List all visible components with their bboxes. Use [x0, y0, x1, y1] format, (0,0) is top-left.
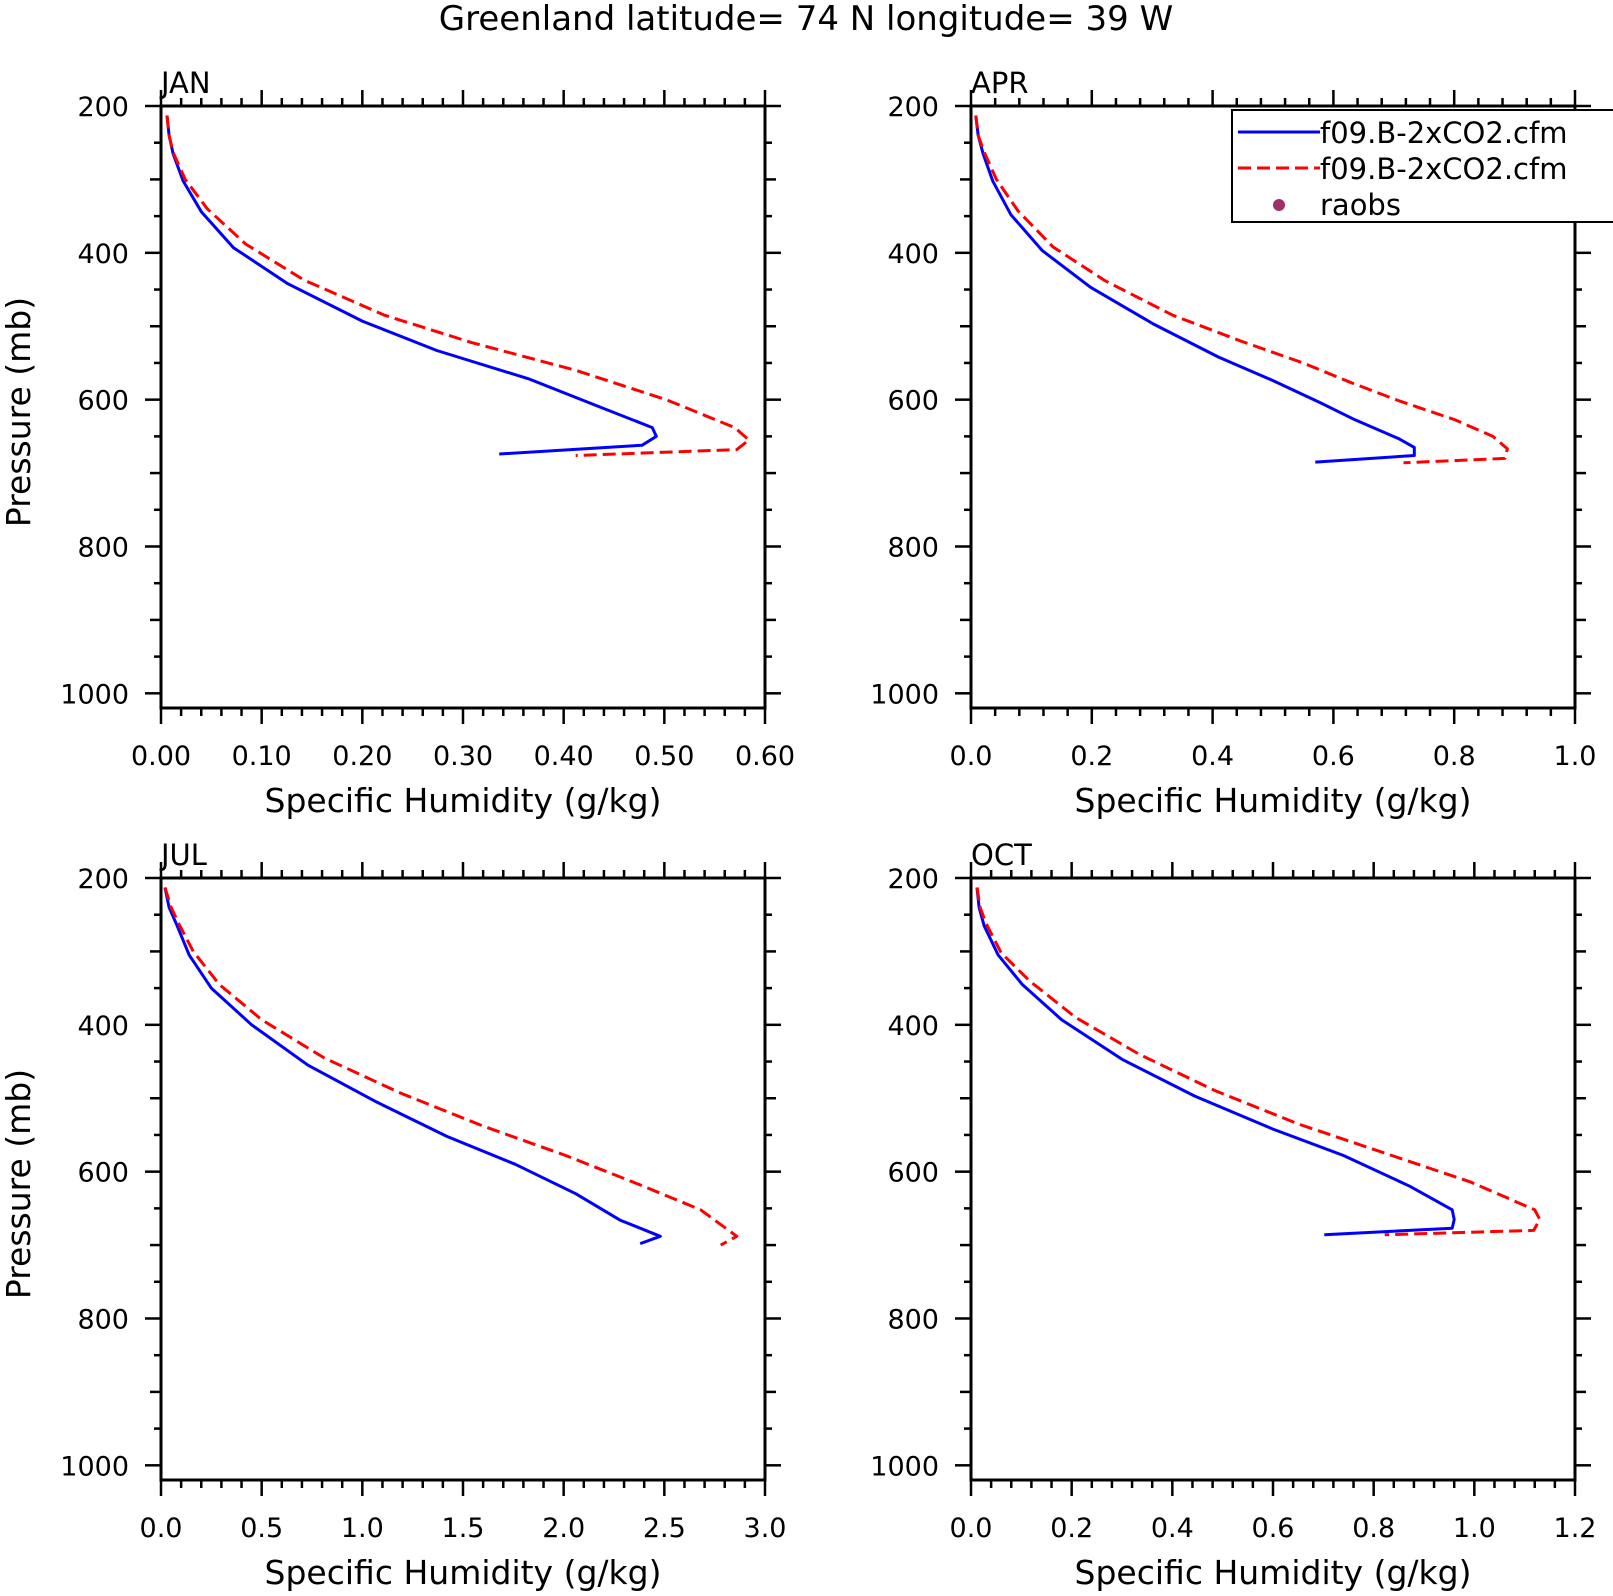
panel-title: JAN	[159, 66, 211, 100]
panel-jul: JUL 200 400 600 800 1000 0.0 0.5 1.0 1.5 2.0 2.5 3.0…	[0, 838, 786, 1592]
x-axis-label: Specific Humidity (g/kg)	[265, 1553, 662, 1592]
y-tick-label: 400	[887, 1011, 939, 1042]
panel-title: JUL	[159, 838, 207, 872]
y-tick-label: 800	[77, 532, 129, 563]
x-tick-label: 0.20	[332, 741, 392, 772]
y-tick-label: 400	[77, 1011, 129, 1042]
legend-marker-raobs	[1273, 199, 1285, 211]
x-tick-label: 0.0	[950, 1513, 993, 1544]
x-tick-label: 0.50	[634, 741, 694, 772]
series-line-solid	[163, 887, 662, 1246]
x-tick-label: 0.0	[950, 741, 993, 772]
x-axis-label: Specific Humidity (g/kg)	[1075, 781, 1472, 820]
x-tick-label: 0.8	[1433, 741, 1476, 772]
x-tick-label: 0.40	[534, 741, 594, 772]
y-tick-label: 400	[887, 239, 939, 270]
y-tick-label: 600	[77, 1158, 129, 1189]
x-tick-label: 3.0	[744, 1513, 787, 1544]
series-line-solid	[165, 115, 658, 456]
series-line-dashed	[974, 115, 1509, 465]
x-tick-label: 1.0	[341, 1513, 384, 1544]
y-tick-label: 200	[77, 92, 129, 123]
x-tick-label: 0.2	[1070, 741, 1113, 772]
x-tick-label: 0.10	[232, 741, 292, 772]
x-tick-label: 1.2	[1554, 1513, 1597, 1544]
panel-oct: OCT 200 400 600 800 1000 0.0 0.2 0.4 0.6 0.8 1.0 1.2…	[870, 838, 1596, 1592]
y-tick-label: 200	[887, 92, 939, 123]
panel-apr: APR 200 400 600 800 1000 0.0 0.2 0.4 0.6 0.8 1.0 Spe…	[870, 66, 1596, 820]
x-tick-label: 2.0	[542, 1513, 585, 1544]
y-tick-label: 1000	[870, 1451, 939, 1482]
y-tick-label: 400	[77, 239, 129, 270]
x-tick-label: 0.4	[1191, 741, 1234, 772]
legend-label: f09.B-2xCO2.cfm	[1320, 116, 1567, 150]
y-tick-label: 200	[77, 864, 129, 895]
y-tick-label: 1000	[60, 1451, 129, 1482]
plot-frame	[969, 876, 1577, 1482]
y-tick-label: 600	[887, 386, 939, 417]
x-tick-label: 0.60	[735, 741, 795, 772]
x-tick-label: 0.00	[131, 741, 191, 772]
y-tick-label: 1000	[870, 679, 939, 710]
plot-frame	[159, 104, 767, 710]
x-tick-label: 0.4	[1151, 1513, 1194, 1544]
series-line-dashed	[975, 887, 1542, 1237]
y-tick-label: 800	[887, 1304, 939, 1335]
x-tick-label: 2.5	[643, 1513, 686, 1544]
x-axis-label: Specific Humidity (g/kg)	[1075, 1553, 1472, 1592]
panel-title: OCT	[971, 838, 1032, 872]
y-tick-label: 1000	[60, 679, 129, 710]
plot-frame	[969, 104, 1577, 710]
legend-label: f09.B-2xCO2.cfm	[1320, 152, 1567, 186]
x-tick-label: 0.2	[1050, 1513, 1093, 1544]
y-tick-label: 800	[887, 532, 939, 563]
series-line-solid	[975, 887, 1456, 1237]
y-tick-label: 600	[77, 386, 129, 417]
y-axis-label: Pressure (mb)	[0, 297, 38, 527]
x-tick-label: 1.5	[442, 1513, 485, 1544]
x-tick-label: 0.6	[1312, 741, 1355, 772]
series-line-dashed	[165, 115, 751, 457]
x-axis-label: Specific Humidity (g/kg)	[265, 781, 662, 820]
x-tick-label: 1.0	[1554, 741, 1597, 772]
y-tick-label: 200	[887, 864, 939, 895]
x-tick-label: 0.30	[433, 741, 493, 772]
plot-frame	[159, 876, 767, 1482]
x-tick-label: 0.8	[1352, 1513, 1395, 1544]
x-tick-label: 0.6	[1252, 1513, 1295, 1544]
y-tick-label: 800	[77, 1304, 129, 1335]
panel-title: APR	[971, 66, 1028, 100]
x-tick-label: 1.0	[1453, 1513, 1496, 1544]
legend-box	[1231, 109, 1613, 223]
x-tick-label: 0.5	[240, 1513, 283, 1544]
figure-title: Greenland latitude= 74 N longitude= 39 W	[439, 0, 1173, 39]
y-axis-label: Pressure (mb)	[0, 1069, 38, 1299]
x-tick-label: 0.0	[140, 1513, 183, 1544]
legend-label: raobs	[1320, 188, 1401, 222]
y-tick-label: 600	[887, 1158, 939, 1189]
series-line-dashed	[163, 887, 739, 1247]
series-line-solid	[974, 115, 1416, 464]
